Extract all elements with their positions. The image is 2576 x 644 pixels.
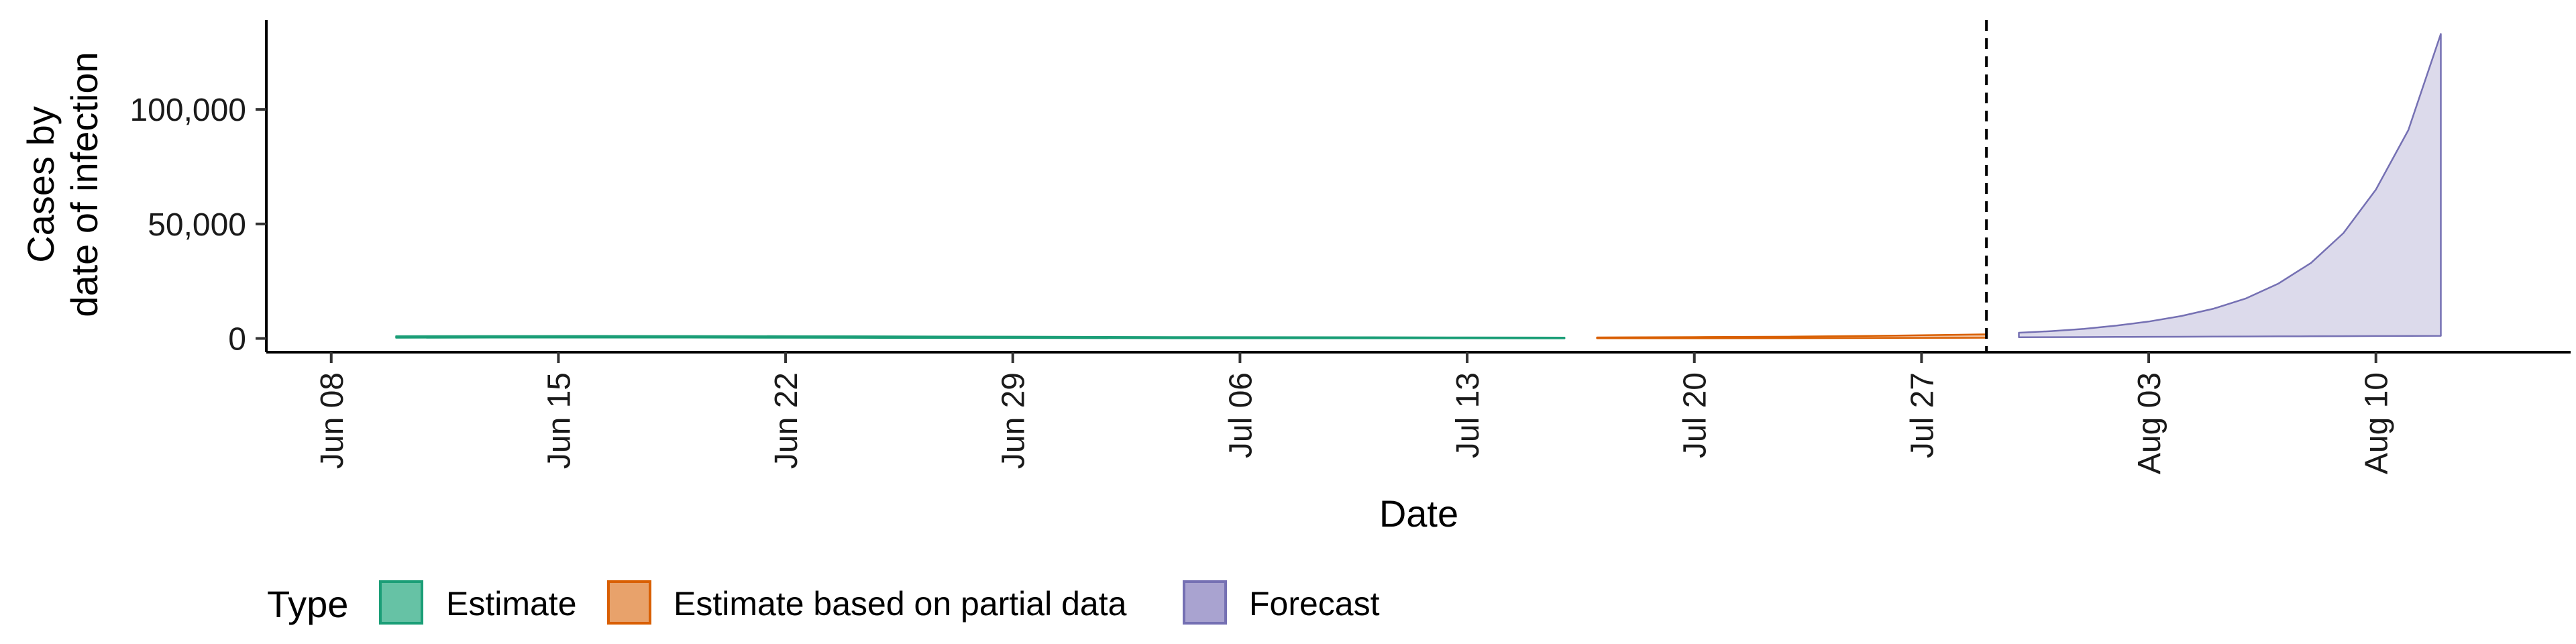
legend-title: Type [267,583,348,625]
y-tick-label: 0 [228,322,246,358]
legend: Type Estimate Estimate based on partial … [267,580,1380,625]
x-tick-label: Aug 10 [2359,372,2395,474]
series-forecast-band [2018,33,2442,339]
legend-label-estimate: Estimate [446,585,577,623]
legend-label-forecast: Forecast [1249,585,1380,623]
x-tick-label: Jul 13 [1450,372,1486,458]
x-tick-label: Jul 20 [1678,372,1713,458]
x-tick-label: Jun 15 [541,372,577,469]
x-tick-label: Jun 22 [769,372,804,469]
legend-swatch-estimate [379,580,423,625]
x-tick-label: Jun 08 [315,372,350,469]
y-tick-label: 50,000 [148,207,246,243]
series-estimate-based-on-partial-data-band [1596,333,1988,339]
legend-swatch-estimate-partial [607,580,651,625]
series-estimate-band [395,335,1566,339]
x-tick-label: Jul 06 [1223,372,1258,458]
x-tick-label: Jun 29 [996,372,1032,469]
y-axis-title-line-2: date of infection [63,52,105,317]
x-axis-title: Date [1379,492,1458,535]
x-tick-label: Aug 03 [2132,372,2167,474]
axes: 0 50,000 100,000 Jun 08 Jun 15 Jun 22 Jun 29 Ju… [129,20,2571,474]
x-tick-label: Jul 27 [1904,372,1940,458]
legend-label-estimate-partial: Estimate based on partial data [674,585,1127,623]
y-tick-label: 100,000 [129,93,246,128]
plot-area [395,20,2442,352]
y-axis-title-line-1: Cases by [19,106,62,262]
legend-swatch-forecast [1183,580,1227,625]
